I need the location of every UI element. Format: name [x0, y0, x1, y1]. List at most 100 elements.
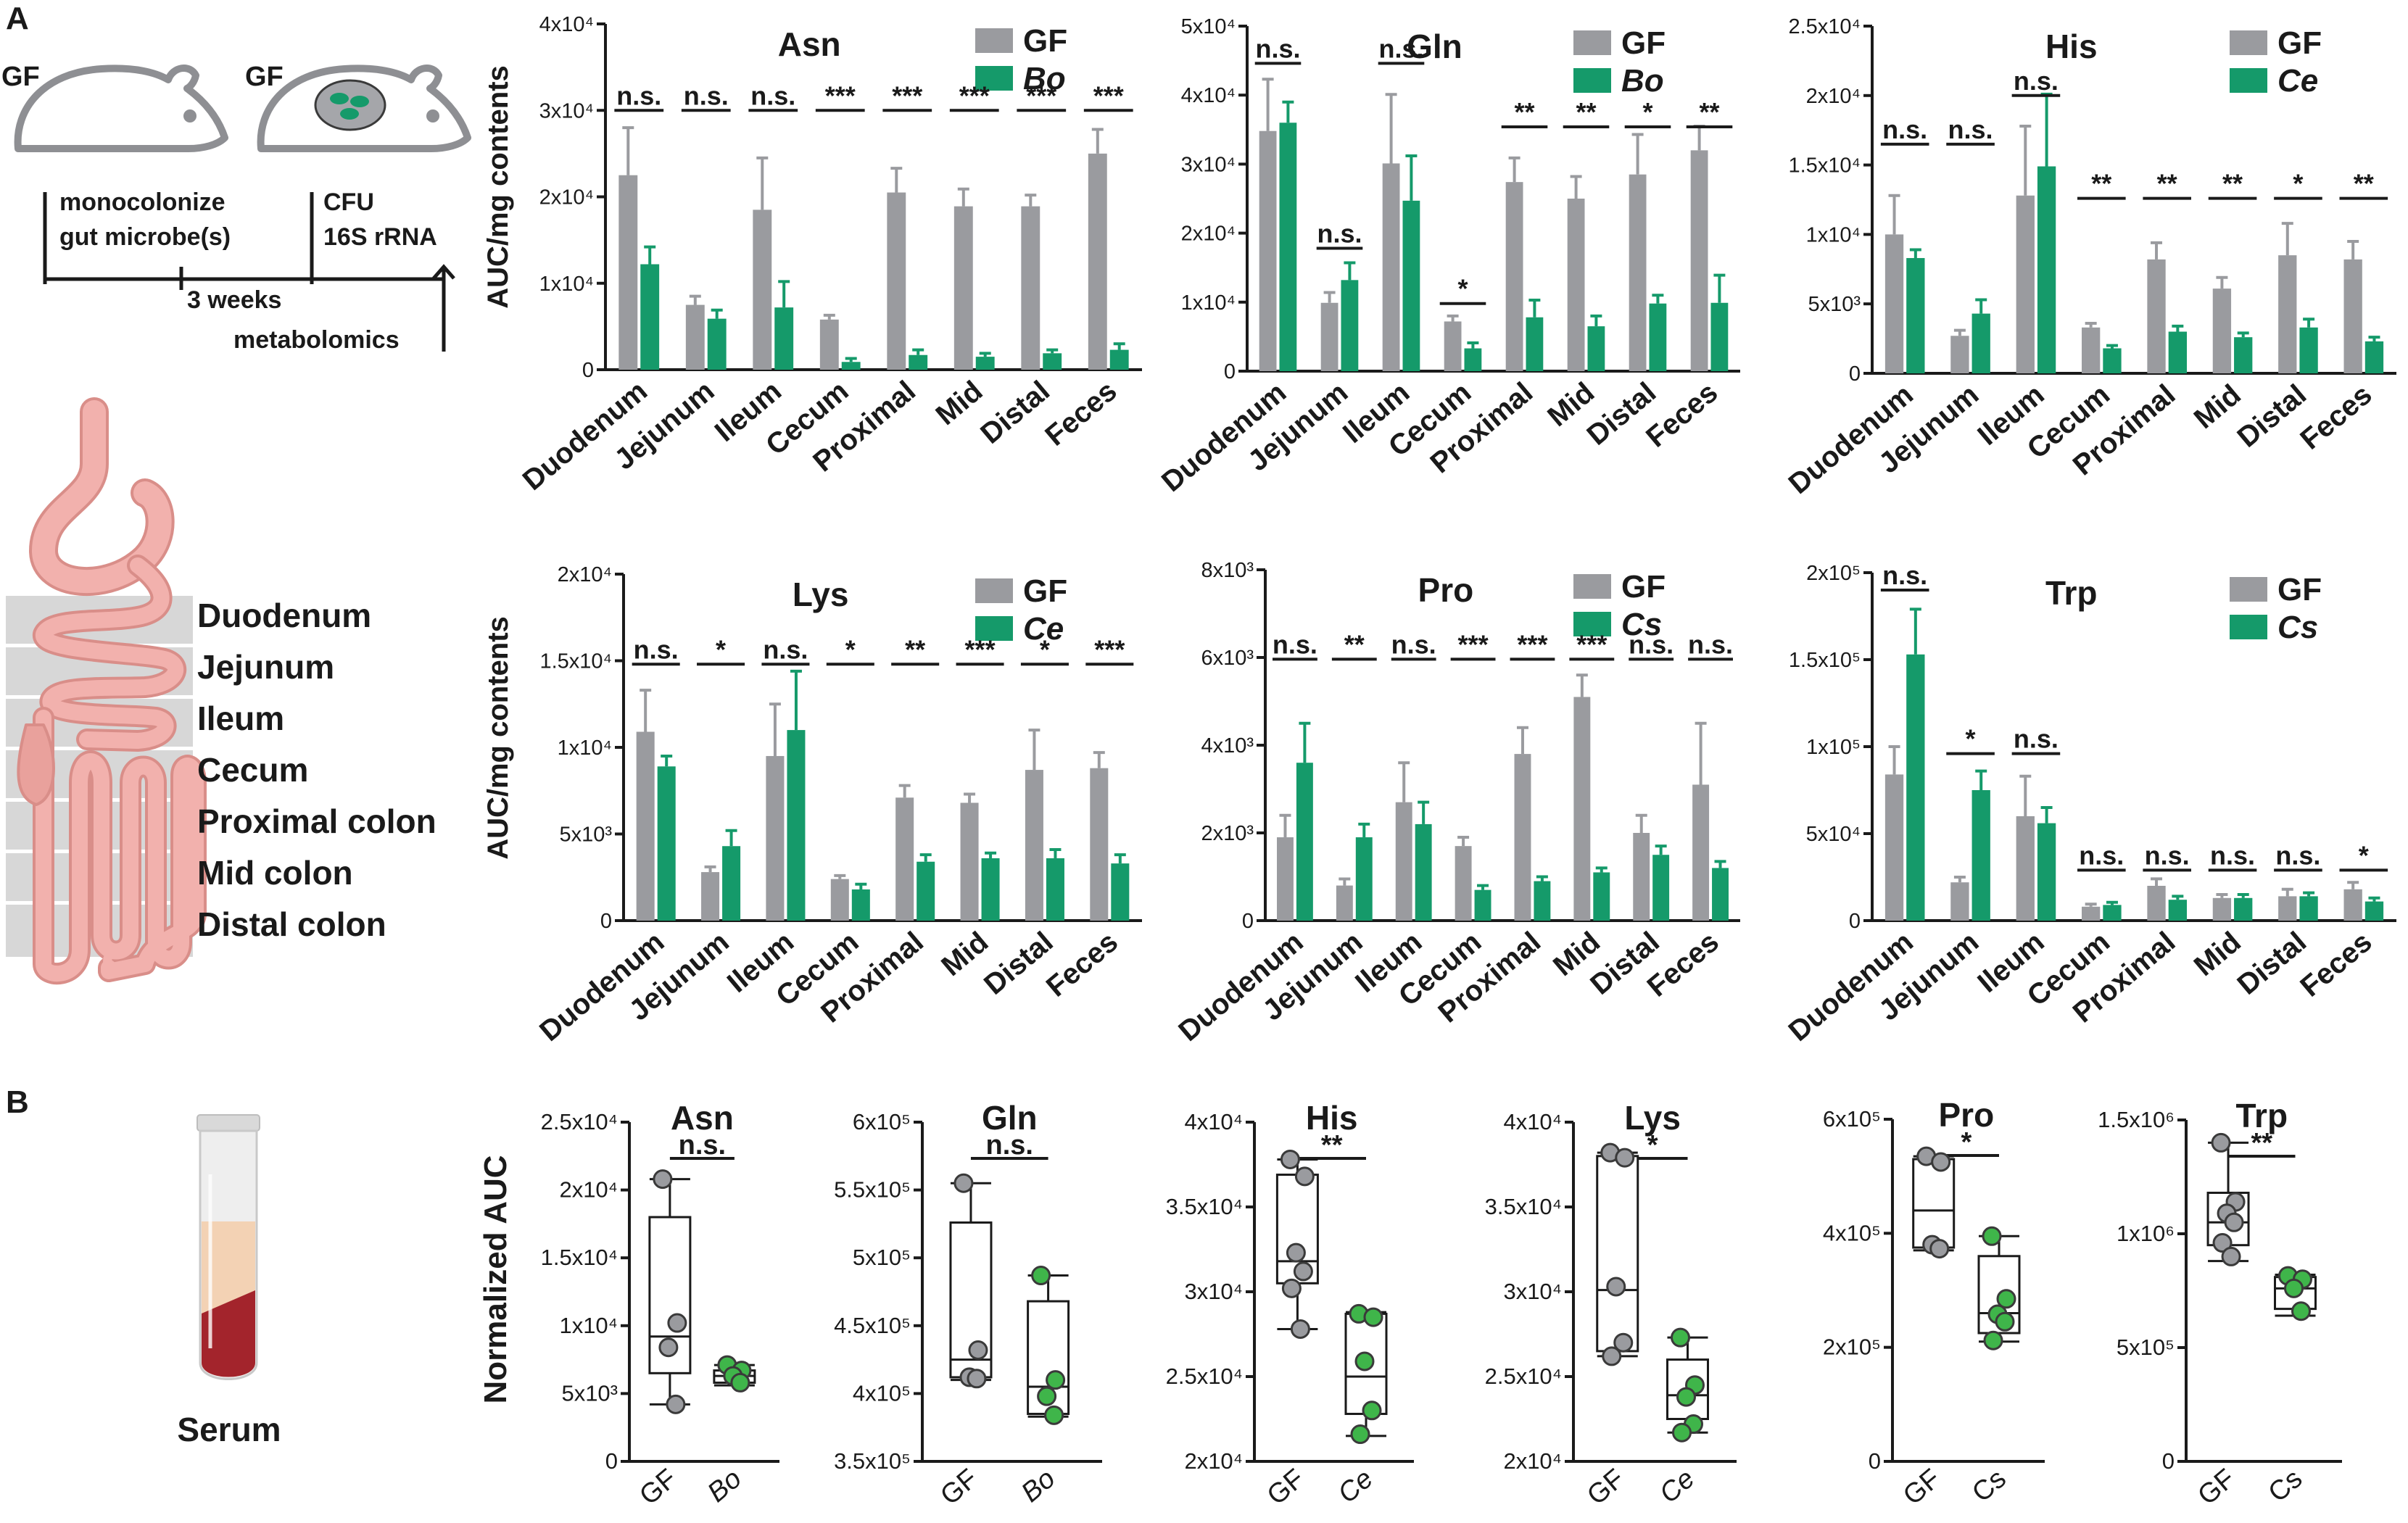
data-point-ce: [1671, 1327, 1690, 1348]
bar-bo-duodenum: [640, 264, 660, 370]
bar-gf-feces: [2343, 889, 2362, 921]
significance-label: *: [1040, 634, 1050, 664]
bar-cs-mid: [1593, 872, 1610, 921]
x-tick-label-ce: Ce: [1654, 1464, 1700, 1509]
significance-label: ***: [1026, 80, 1056, 110]
data-point-gf: [1286, 1242, 1306, 1263]
y-tick-label: 4x10⁵: [1823, 1220, 1881, 1245]
data-point-ce: [1676, 1387, 1696, 1407]
y-tick-label: 3.5x10⁵: [834, 1448, 911, 1474]
significance-label: **: [1514, 97, 1534, 127]
y-tick-label: 3x10⁴: [1503, 1279, 1562, 1304]
y-tick-label: 5x10³: [559, 823, 612, 847]
significance-label: n.s.: [1882, 560, 1927, 590]
bar-gf-jejunum: [1336, 885, 1353, 921]
y-tick-label: 3.5x10⁴: [1166, 1194, 1243, 1219]
box-bo: [1027, 1300, 1070, 1415]
y-tick-label: 3x10⁴: [539, 99, 594, 123]
legend-label-cs: Cs: [2277, 610, 2318, 645]
y-tick-label: 2.5x10⁴: [1166, 1364, 1243, 1389]
data-point-gf: [667, 1313, 687, 1333]
bar-ce-jejunum: [722, 846, 741, 921]
legend-swatch-ce: [975, 616, 1013, 641]
significance-label: **: [1699, 97, 1719, 127]
gut-section-labels: Duodenum Jejunum Ileum Cecum Proximal colon M…: [197, 597, 436, 943]
bar-bo-mid: [1587, 326, 1605, 371]
significance-label: **: [2091, 169, 2111, 199]
bar-gf-distal: [1025, 770, 1043, 921]
chart-title: Gln: [982, 1099, 1038, 1137]
x-tick-label-feces: Feces: [1640, 376, 1724, 454]
bar-ce-duodenum: [657, 766, 676, 921]
bar-ce-jejunum: [1972, 313, 1990, 373]
panel-b-label: B: [6, 1084, 29, 1120]
bar-ce-ileum: [787, 730, 806, 921]
legend-swatch-gf: [975, 28, 1013, 53]
box-plot-his: 2x10⁴ 2.5x10⁴ 3x10⁴ 3.5x10⁴ 4x10⁴ His** GF Ce: [1166, 1099, 1414, 1511]
significance-label: n.s.: [1882, 115, 1927, 144]
bar-bo-distal: [1649, 303, 1667, 371]
bar-gf-proximal: [2147, 886, 2166, 921]
data-point-bo: [1031, 1266, 1051, 1286]
bar-ce-duodenum: [1906, 257, 1925, 373]
data-point-gf: [1290, 1319, 1310, 1339]
chart-title: Asn: [778, 25, 841, 63]
y-tick-label: 1.5x10⁴: [1788, 154, 1861, 178]
y-tick-label: 6x10⁵: [1823, 1106, 1881, 1132]
bar-gf-proximal: [2147, 259, 2166, 373]
bar-gf-mid: [953, 206, 973, 370]
chart-title: Pro: [1418, 571, 1474, 609]
blood-tube-icon: [196, 1114, 260, 1380]
bar-cs-duodenum: [1906, 654, 1925, 921]
bar-cs-distal: [2299, 896, 2318, 921]
y-tick-label: 2x10⁴: [1806, 85, 1861, 108]
y-tick-label: 3.5x10⁴: [1485, 1194, 1562, 1219]
chart-title: Gln: [1407, 28, 1462, 65]
legend-label-cs: Cs: [1621, 607, 1662, 642]
legend-swatch-gf: [2230, 30, 2267, 55]
bar-ce-mid: [981, 858, 1000, 921]
y-tick-label: 1x10⁴: [559, 1313, 618, 1338]
gut-section-mid-colon: Mid colon: [197, 854, 353, 892]
data-point-cs: [2291, 1301, 2311, 1321]
bar-cs-jejunum: [1355, 837, 1373, 921]
bar-gf-distal: [2278, 896, 2297, 921]
significance-label: n.s.: [986, 1130, 1033, 1161]
significance-label: n.s.: [2014, 724, 2059, 754]
y-tick-label: 3x10⁴: [1184, 1279, 1243, 1304]
data-point-gf: [1929, 1239, 1950, 1259]
bar-gf-cecum: [2082, 906, 2101, 921]
gut-section-distal-colon: Distal colon: [197, 905, 386, 943]
bar-ce-cecum: [851, 889, 870, 921]
significance-label: n.s.: [2145, 840, 2190, 870]
y-tick-label: 0: [1849, 910, 1861, 933]
significance-label: **: [2354, 169, 2374, 199]
bar-gf-ileum: [1382, 163, 1400, 371]
data-point-cs: [1996, 1289, 2016, 1309]
data-point-ce: [1354, 1351, 1375, 1371]
significance-label: n.s.: [634, 634, 679, 664]
y-tick-label: 2x10⁴: [1184, 1448, 1243, 1474]
bar-bo-mid: [975, 357, 995, 370]
data-point-gf: [1615, 1148, 1635, 1168]
data-point-gf: [2221, 1246, 2241, 1266]
data-point-gf: [968, 1340, 988, 1360]
significance-label: n.s.: [2210, 840, 2255, 870]
panel-a-ylabel-bottom: AUC/mg contents: [482, 616, 514, 860]
mouse-icon: [14, 65, 228, 152]
data-point-gf: [1613, 1332, 1634, 1353]
significance-label: **: [905, 634, 925, 664]
bar-bo-duodenum: [1279, 123, 1297, 371]
bar-cs-distal: [1652, 855, 1670, 921]
bar-gf-proximal: [1514, 754, 1531, 921]
y-tick-label: 1x10⁴: [539, 273, 594, 296]
significance-label: n.s.: [1948, 115, 1993, 144]
y-tick-label: 5x10⁵: [2117, 1335, 2175, 1360]
mouse-schematic: GF GF monocolonize gut microbe(s) CFU 16…: [1, 62, 471, 354]
x-tick-label-cs: Cs: [2263, 1464, 2309, 1509]
significance-label: *: [2293, 169, 2303, 199]
